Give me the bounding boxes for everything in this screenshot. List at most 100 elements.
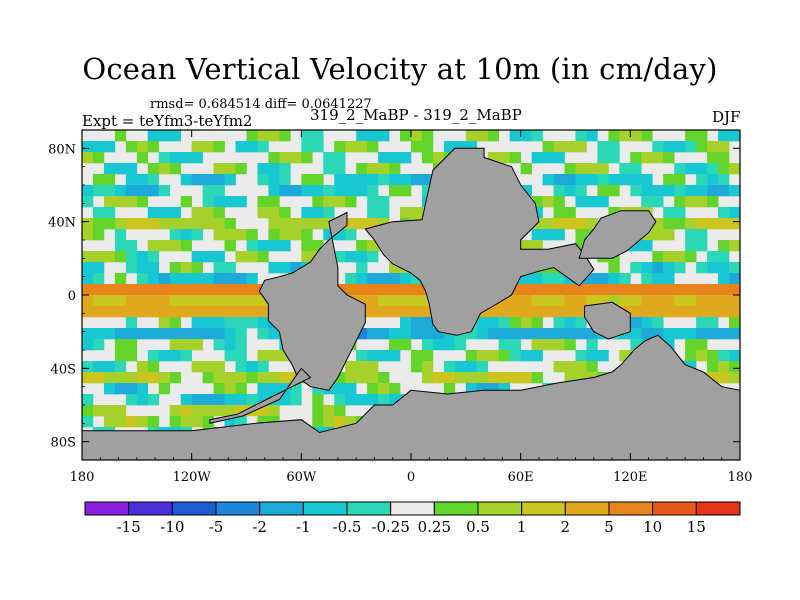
field-cell [564, 328, 576, 340]
field-cell [257, 350, 269, 362]
field-cell [531, 372, 543, 384]
field-cell [92, 361, 105, 373]
field-cell [213, 317, 225, 329]
field-cell [257, 317, 269, 329]
field-cell [257, 416, 269, 428]
field-cell [224, 306, 236, 318]
field-cell [674, 251, 686, 263]
field-cell [158, 185, 171, 197]
field-cell [312, 196, 324, 208]
field-cell [707, 185, 719, 197]
field-cell [718, 295, 730, 307]
field-cell [158, 207, 171, 219]
field-cell [191, 328, 203, 340]
field-cell [92, 185, 105, 197]
field-cell [169, 152, 181, 164]
field-cell [696, 339, 708, 351]
field-cell [685, 284, 697, 296]
colorbar-label: -0.25 [371, 518, 409, 536]
field-cell [312, 174, 324, 186]
field-cell [575, 174, 587, 186]
field-cell [367, 350, 379, 362]
field-cell [169, 317, 181, 329]
field-cell [674, 328, 686, 340]
field-cell [685, 163, 697, 175]
field-cell [147, 295, 160, 307]
field-cell [301, 130, 313, 142]
field-cell [707, 284, 719, 296]
field-cell [257, 295, 269, 307]
field-cell [553, 152, 565, 164]
field-cell [312, 394, 324, 406]
field-cell [663, 295, 675, 307]
field-cell [718, 262, 730, 274]
field-cell [674, 174, 686, 186]
field-cell [575, 306, 587, 318]
colorbar-box [477, 501, 523, 516]
field-cell [476, 328, 489, 340]
field-cell [630, 152, 642, 164]
field-cell [696, 174, 708, 186]
field-cell [608, 185, 620, 197]
field-cell [575, 163, 587, 175]
field-cell [652, 152, 664, 164]
field-cell [147, 130, 160, 142]
field-cell [575, 372, 587, 384]
field-cell [696, 163, 708, 175]
field-cell [191, 174, 203, 186]
field-cell [169, 339, 181, 351]
field-cell [92, 262, 105, 274]
field-cell [498, 306, 510, 318]
field-cell [213, 141, 225, 153]
field-cell [432, 152, 445, 164]
field-cell [608, 295, 620, 307]
colorbar-box [171, 501, 217, 516]
field-cell [224, 317, 236, 329]
field-cell [279, 207, 291, 219]
field-cell [103, 141, 116, 153]
field-cell [575, 328, 587, 340]
y-tick-label: 80S [51, 436, 76, 451]
field-cell [356, 284, 368, 296]
field-cell [553, 273, 565, 285]
field-cell [136, 185, 149, 197]
field-cell [169, 284, 181, 296]
field-cell [114, 405, 127, 417]
field-cell [575, 141, 587, 153]
field-cell [400, 328, 412, 340]
field-cell [136, 383, 149, 395]
field-cell [597, 284, 609, 296]
field-cell [378, 163, 390, 175]
field-cell [531, 196, 543, 208]
field-cell [707, 152, 719, 164]
field-cell [224, 174, 236, 186]
field-cell [180, 218, 192, 230]
field-cell [92, 306, 105, 318]
field-cell [498, 328, 510, 340]
field-cell [718, 328, 730, 340]
field-cell [509, 130, 521, 142]
field-cell [707, 218, 719, 230]
field-cell [718, 152, 730, 164]
field-cell [224, 394, 236, 406]
field-cell [82, 152, 94, 164]
field-cell [169, 416, 181, 428]
field-cell [509, 284, 521, 296]
field-cell [696, 130, 708, 142]
field-cell [92, 273, 105, 285]
field-cell [729, 262, 740, 274]
field-cell [103, 163, 116, 175]
field-cell [520, 350, 532, 362]
field-cell [553, 361, 565, 373]
field-cell [443, 339, 456, 351]
y-axis: 80N 40N 0 40S 80S [48, 142, 740, 451]
field-cell [147, 328, 160, 340]
field-cell [389, 262, 401, 274]
land-mask [82, 147, 740, 460]
field-cell [345, 284, 357, 296]
field-cell [180, 240, 192, 252]
field-cell [92, 339, 105, 351]
field-cell [663, 152, 675, 164]
field-cell [147, 240, 160, 252]
land-shape [578, 210, 657, 259]
